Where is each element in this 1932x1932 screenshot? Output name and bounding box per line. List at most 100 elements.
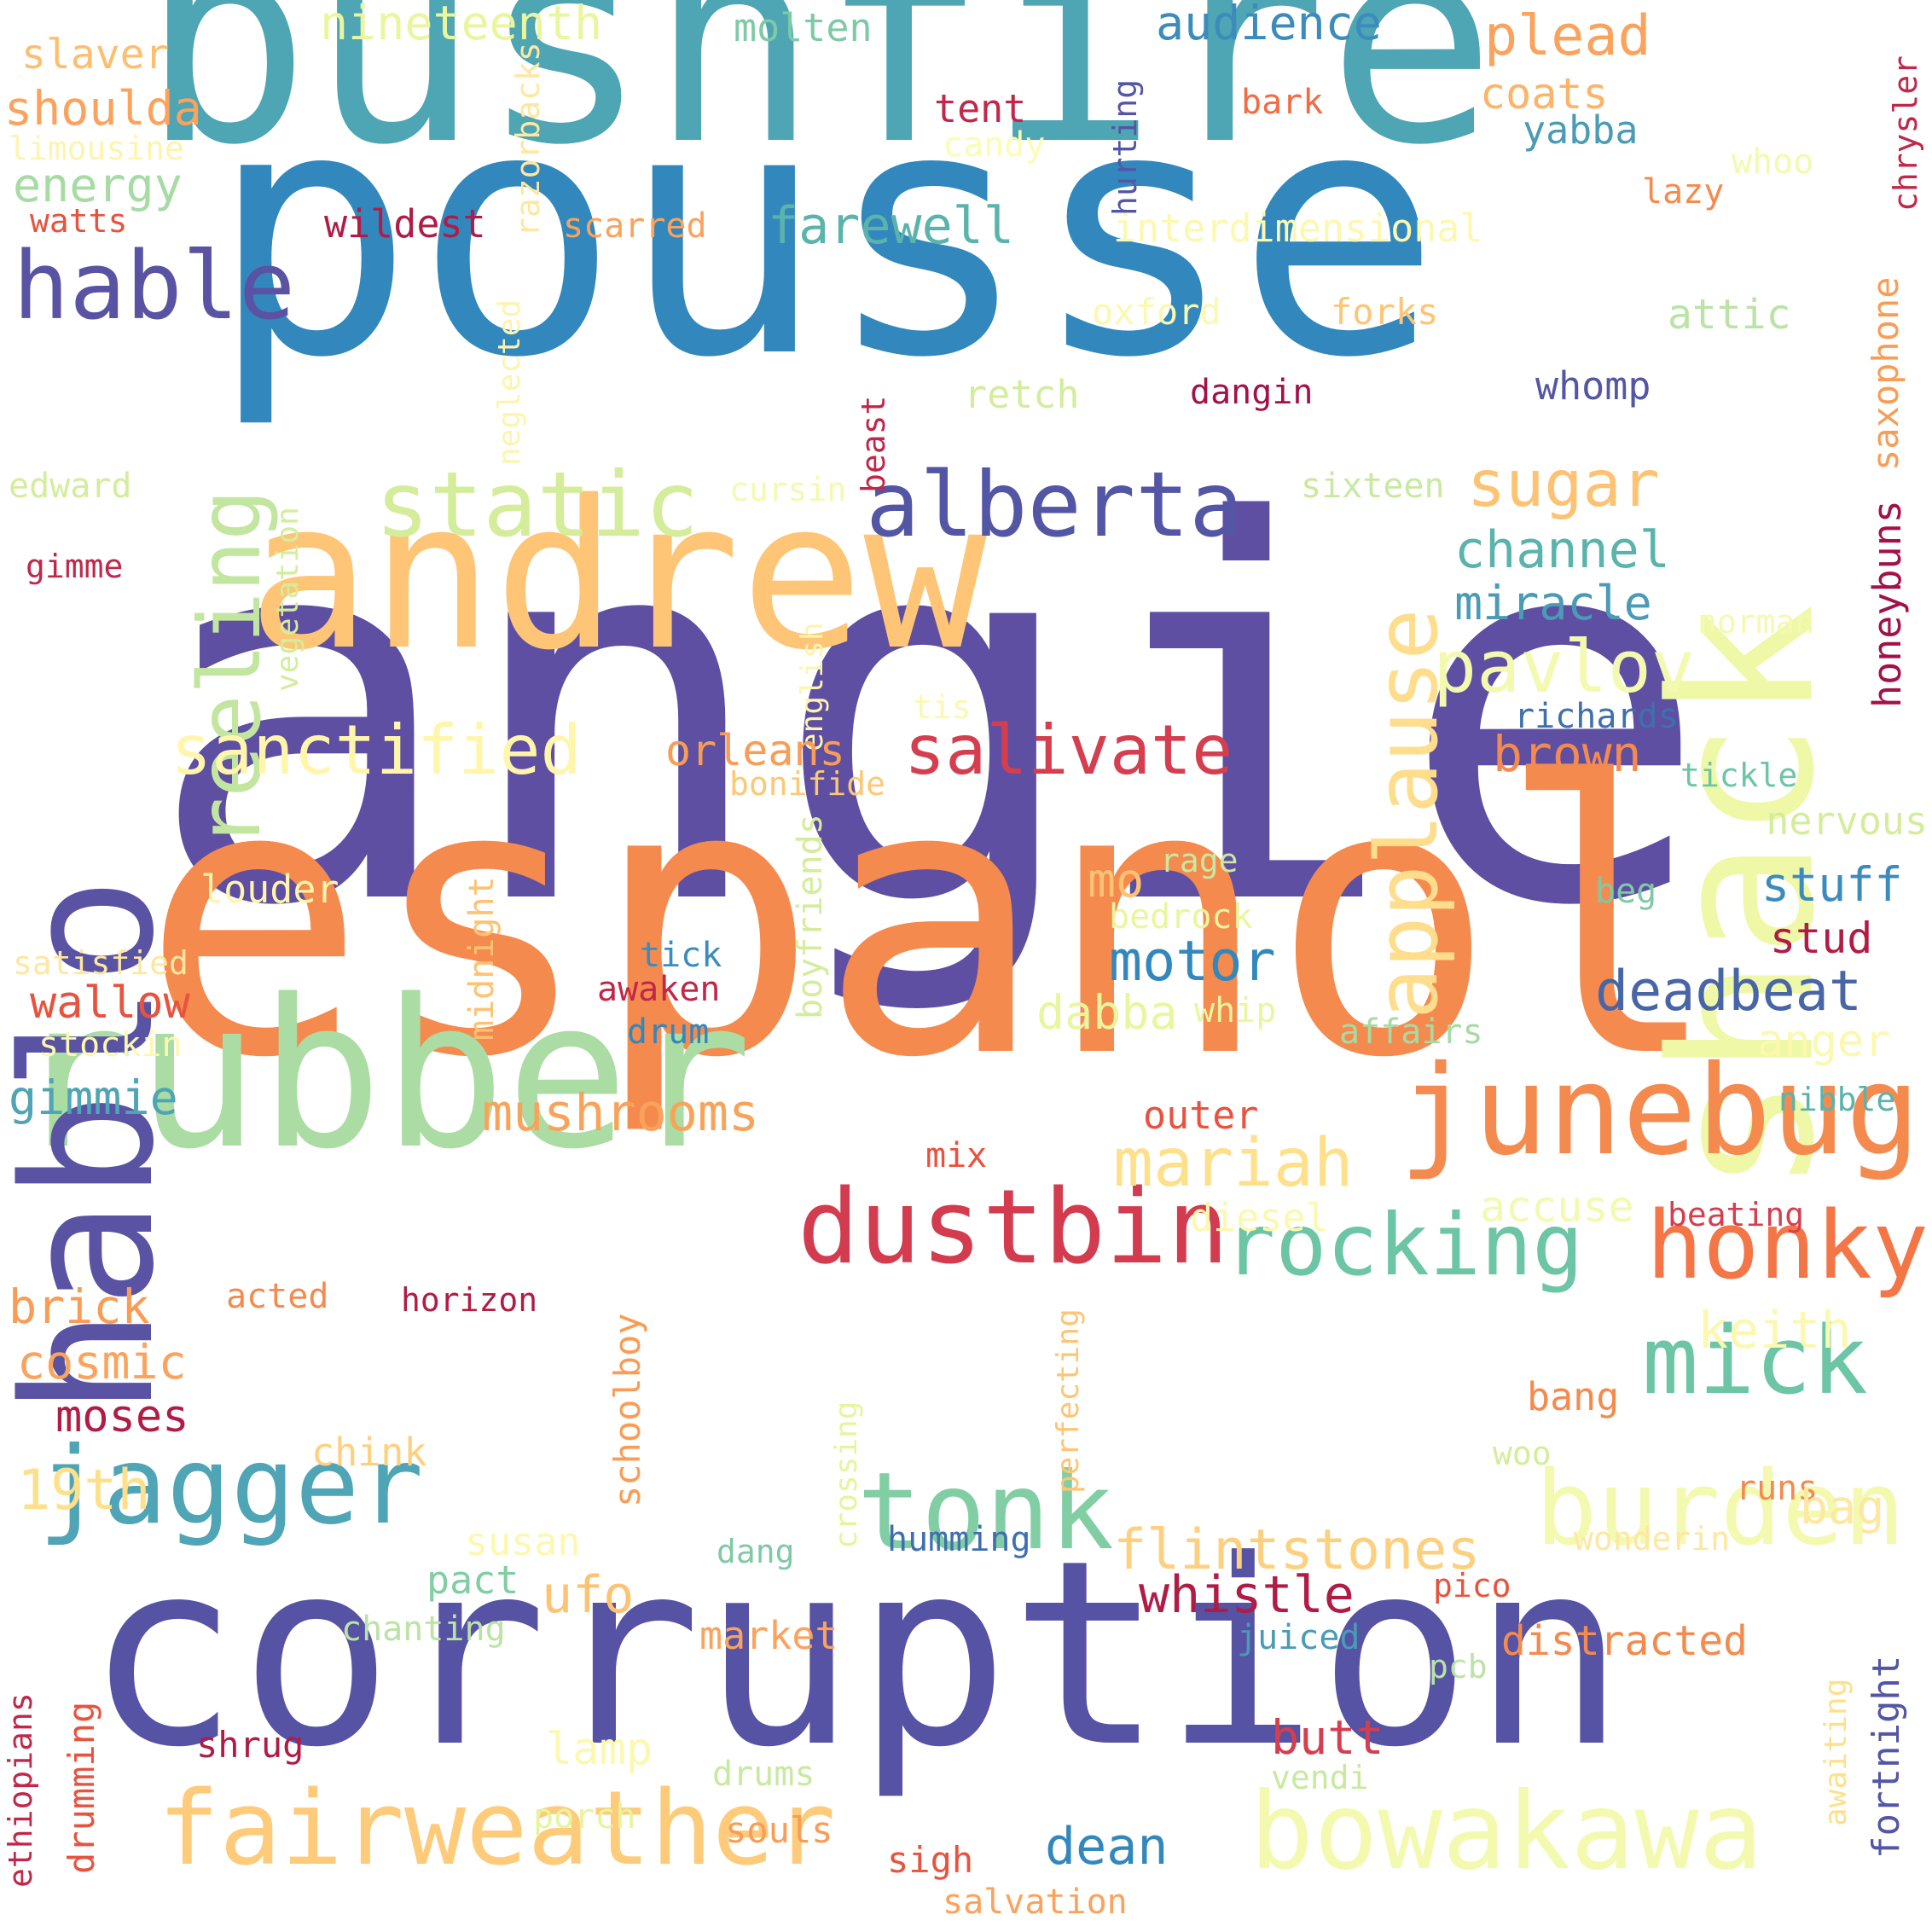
word-mushrooms: mushrooms xyxy=(482,1083,760,1143)
word-schoolboy: schoolboy xyxy=(606,1313,648,1507)
word-static: static xyxy=(375,453,699,557)
word-cursin: cursin xyxy=(729,471,847,508)
word-wildest: wildest xyxy=(324,201,486,247)
word-oxford: oxford xyxy=(1092,291,1221,333)
word-corruption: corruption xyxy=(85,1506,1627,1803)
word-ufo: ufo xyxy=(542,1565,635,1625)
word-awaiting: awaiting xyxy=(1819,1678,1854,1826)
word-outer: outer xyxy=(1143,1093,1259,1138)
word-keith: keith xyxy=(1697,1301,1852,1361)
word-nervous: nervous xyxy=(1766,798,1928,844)
word-drum: drum xyxy=(627,1012,710,1052)
word-alberta: alberta xyxy=(866,453,1244,557)
word-accuse: accuse xyxy=(1480,1182,1634,1232)
word-flintstones: flintstones xyxy=(1113,1518,1481,1582)
word-brick: brick xyxy=(9,1279,150,1334)
word-nineteenth: nineteenth xyxy=(320,0,603,50)
word-tick: tick xyxy=(640,936,722,975)
word-affairs: affairs xyxy=(1339,1012,1483,1052)
word-pact: pact xyxy=(426,1558,519,1603)
word-limousine: limousine xyxy=(9,130,184,167)
word-anger: anger xyxy=(1757,1016,1891,1067)
word-plead: plead xyxy=(1484,4,1651,68)
word-coats: coats xyxy=(1480,69,1609,119)
word-interdimensional: interdimensional xyxy=(1113,206,1483,251)
word-tent: tent xyxy=(934,86,1027,131)
word-stockin: stockin xyxy=(38,1025,183,1065)
word-attic: attic xyxy=(1668,291,1791,339)
word-brown: brown xyxy=(1493,725,1642,783)
word-pousse: pousse xyxy=(209,36,1442,432)
word-satisfied: satisfied xyxy=(13,944,189,982)
word-whoo: whoo xyxy=(1732,142,1814,182)
word-midnight: midnight xyxy=(462,876,502,1041)
word-salvation: salvation xyxy=(943,1883,1128,1922)
word-rubber: rubber xyxy=(13,955,752,1194)
word-juiced: juiced xyxy=(1237,1618,1361,1657)
word-pcb: pcb xyxy=(1429,1648,1488,1685)
word-razorbacks: razorbacks xyxy=(509,42,547,237)
word-chrysler: chrysler xyxy=(1887,55,1924,212)
word-forks: forks xyxy=(1331,291,1439,333)
word-salivate: salivate xyxy=(904,711,1233,790)
word-dangin: dangin xyxy=(1190,373,1314,412)
word-humming: humming xyxy=(887,1520,1031,1559)
word-hurting: hurting xyxy=(1106,78,1144,216)
word-honky: honky xyxy=(1646,1191,1929,1300)
word-wallow: wallow xyxy=(30,978,190,1029)
word-hable: hable xyxy=(13,231,296,340)
word-crossing: crossing xyxy=(829,1401,864,1549)
word-souls: souls xyxy=(725,1809,833,1851)
word-neglected: neglected xyxy=(492,299,527,466)
word-acted: acted xyxy=(226,1277,329,1316)
word-mick: mick xyxy=(1642,1306,1868,1415)
word-bang: bang xyxy=(1527,1374,1620,1419)
word-lazy: lazy xyxy=(1642,172,1725,212)
word-reeling: reeling xyxy=(180,489,280,849)
word-norman: norman xyxy=(1697,603,1815,641)
word-vegetation: vegetation xyxy=(270,507,305,692)
word-susan: susan xyxy=(465,1519,581,1564)
word-dustbin: dustbin xyxy=(798,1169,1229,1287)
word-beating: beating xyxy=(1668,1196,1805,1233)
word-farewell: farewell xyxy=(768,196,1014,256)
word-dabba: dabba xyxy=(1036,985,1178,1040)
word-tickle: tickle xyxy=(1680,757,1798,794)
word-mo: mo xyxy=(1088,853,1145,908)
word-chanting: chanting xyxy=(341,1610,506,1649)
word-channel: channel xyxy=(1454,520,1670,580)
word-sigh: sigh xyxy=(887,1839,974,1881)
word-shoulda: shoulda xyxy=(4,81,202,136)
word-runs: runs xyxy=(1736,1469,1819,1508)
word-angie: angie xyxy=(145,414,1712,1019)
word-retch: retch xyxy=(964,372,1080,417)
word-rage: rage xyxy=(1160,842,1239,879)
word-bark: bark xyxy=(1241,83,1324,122)
word-cosmic: cosmic xyxy=(17,1335,187,1390)
word-bowakawa: bowakawa xyxy=(1250,1770,1764,1894)
word-whip: whip xyxy=(1194,991,1277,1030)
word-yabba: yabba xyxy=(1523,107,1639,153)
word-edward: edward xyxy=(9,467,132,506)
word-scarred: scarred xyxy=(563,206,707,246)
word-mariah: mariah xyxy=(1113,1125,1354,1202)
word-mix: mix xyxy=(925,1136,988,1175)
word-louder: louder xyxy=(200,867,339,912)
word-horizon: horizon xyxy=(401,1281,538,1319)
word-watts: watts xyxy=(30,202,128,240)
word-tonk: tonk xyxy=(857,1450,1115,1574)
word-orleans: orleans xyxy=(665,726,845,775)
word-gimmie: gimmie xyxy=(9,1070,178,1125)
word-gimme: gimme xyxy=(26,548,124,585)
word-lamp: lamp xyxy=(546,1724,653,1775)
word-beg: beg xyxy=(1595,872,1657,911)
word-dang: dang xyxy=(717,1533,795,1570)
word-awaken: awaken xyxy=(597,970,721,1009)
word-richards: richards xyxy=(1514,697,1679,736)
word-wonderin: wonderin xyxy=(1574,1520,1731,1558)
word-rocking: rocking xyxy=(1224,1195,1584,1295)
word-sixteen: sixteen xyxy=(1301,467,1445,506)
word-energy: energy xyxy=(13,158,183,212)
word-nibble: nibble xyxy=(1778,1081,1896,1118)
